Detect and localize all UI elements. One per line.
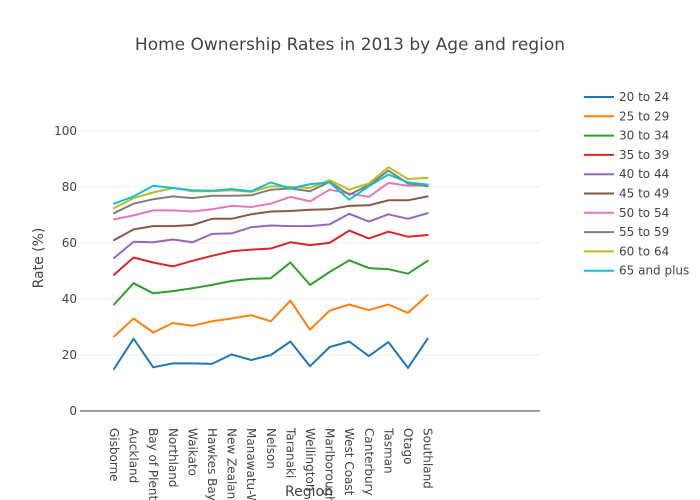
x-tick-label: New Zealand (225, 428, 239, 500)
x-tick-label: Marlborough (323, 428, 337, 500)
x-tick-label: Taranaki (283, 427, 297, 478)
x-tick-label: Nelson (264, 428, 278, 469)
legend-item[interactable]: 35 to 39 (584, 148, 669, 162)
series-line-5 (113, 212, 429, 259)
legend-item[interactable]: 25 to 29 (584, 109, 669, 123)
legend-label: 55 to 59 (619, 225, 669, 239)
series-line-7 (113, 181, 429, 221)
legend-label: 40 to 44 (619, 167, 669, 181)
legend-label: 25 to 29 (619, 109, 669, 123)
legend-label: 50 to 54 (619, 206, 669, 220)
x-tick-label: Tasman (381, 427, 395, 474)
x-tick-label: Bay of Plenty (146, 428, 160, 500)
x-tick-label: Otago (401, 428, 415, 464)
x-tick-label: Southland (421, 428, 435, 489)
legend-label: 45 to 49 (619, 187, 669, 201)
series-line-1 (113, 337, 429, 370)
x-tick-label: Northland (166, 428, 180, 487)
x-tick-label: Hawkes Bay (205, 428, 219, 500)
series-line-10 (113, 173, 429, 205)
y-tick-label: 60 (62, 236, 77, 250)
y-tick-label: 0 (69, 404, 77, 418)
y-tick-label: 40 (62, 292, 77, 306)
legend-label: 60 to 64 (619, 244, 669, 258)
x-tick-label: Manawatu-W (244, 428, 258, 500)
legend-item[interactable]: 45 to 49 (584, 187, 669, 201)
x-tick-label: Auckland (127, 428, 141, 483)
legend-item[interactable]: 30 to 34 (584, 129, 669, 143)
series-lines (113, 166, 429, 370)
x-tick-label: Canterbury (362, 428, 376, 496)
legend-item[interactable]: 55 to 59 (584, 225, 669, 239)
legend-item[interactable]: 40 to 44 (584, 167, 669, 181)
x-tick-label: West Coast (342, 428, 356, 496)
y-tick-label: 100 (54, 124, 77, 138)
legend-label: 65 and plus (619, 264, 689, 278)
y-tick-label: 80 (62, 180, 77, 194)
series-line-2 (113, 294, 429, 338)
legend-label: 35 to 39 (619, 148, 669, 162)
legend-item[interactable]: 20 to 24 (584, 90, 669, 104)
axes: 0 20 40 60 80 100 Gisborne Auckland Bay of Plent… (54, 124, 540, 500)
series-line-6 (113, 195, 429, 242)
y-axis-title: Rate (%) (31, 228, 47, 289)
y-tick-label: 20 (62, 348, 77, 362)
x-axis-title: Region (285, 484, 333, 500)
series-line-3 (113, 259, 429, 306)
legend-label: 30 to 34 (619, 129, 669, 143)
x-tick-label: Waikato (185, 428, 199, 476)
x-tick-label: Wellington (303, 428, 317, 491)
series-line-4 (113, 229, 429, 276)
legend: 20 to 24 25 to 29 30 to 34 35 to 39 40 to 44… (584, 90, 689, 278)
legend-item[interactable]: 60 to 64 (584, 244, 669, 258)
series-line-9 (113, 166, 429, 210)
series-line-8 (113, 169, 429, 215)
chart-title: Home Ownership Rates in 2013 by Age and … (135, 35, 565, 55)
x-tick-label: Gisborne (107, 428, 121, 482)
legend-label: 20 to 24 (619, 90, 669, 104)
legend-item[interactable]: 50 to 54 (584, 206, 669, 220)
legend-item[interactable]: 65 and plus (584, 264, 689, 278)
